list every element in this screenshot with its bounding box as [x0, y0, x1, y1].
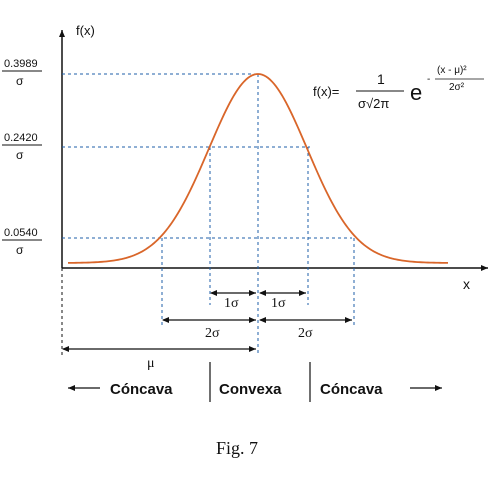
region-left-label: Cóncava — [110, 381, 173, 398]
formula-exponent-sign: - — [427, 74, 430, 85]
y-tick-two-sigma-denominator: σ — [16, 243, 24, 257]
label-right-1sigma: 1σ — [271, 296, 286, 311]
formula-exponent-denominator: 2σ² — [449, 82, 465, 93]
y-tick-two-sigma-numerator: 0.0540 — [4, 227, 38, 239]
y-tick-peak-numerator: 0.3989 — [4, 58, 38, 70]
formula-denominator: σ√2π — [358, 96, 389, 111]
formula-exponent-numerator: (x - μ)² — [437, 65, 467, 76]
y-tick-inflection-numerator: 0.2420 — [4, 132, 38, 144]
y-tick-inflection: 0.2420 σ — [2, 132, 42, 162]
label-left-2sigma: 2σ — [205, 326, 220, 341]
label-left-1sigma: 1σ — [224, 296, 239, 311]
formula-numerator: 1 — [377, 71, 385, 87]
x-axis-label: x — [463, 276, 470, 292]
formula-base: e — [410, 80, 422, 105]
figure-caption: Fig. 7 — [216, 438, 258, 458]
y-axis-label: f(x) — [76, 23, 95, 38]
bell-curve — [67, 73, 449, 264]
y-tick-two-sigma: 0.0540 σ — [2, 227, 42, 257]
normal-pdf-formula: f(x)= 1 σ√2π e - (x - μ)² 2σ² — [313, 65, 484, 111]
formula-lhs: f(x)= — [313, 84, 339, 99]
label-right-2sigma: 2σ — [298, 326, 313, 341]
region-middle-label: Convexa — [219, 381, 282, 398]
label-mu: μ — [147, 356, 155, 371]
y-tick-peak: 0.3989 σ — [2, 58, 42, 88]
y-tick-peak-denominator: σ — [16, 74, 24, 88]
region-right-label: Cóncava — [320, 381, 383, 398]
y-tick-inflection-denominator: σ — [16, 148, 24, 162]
